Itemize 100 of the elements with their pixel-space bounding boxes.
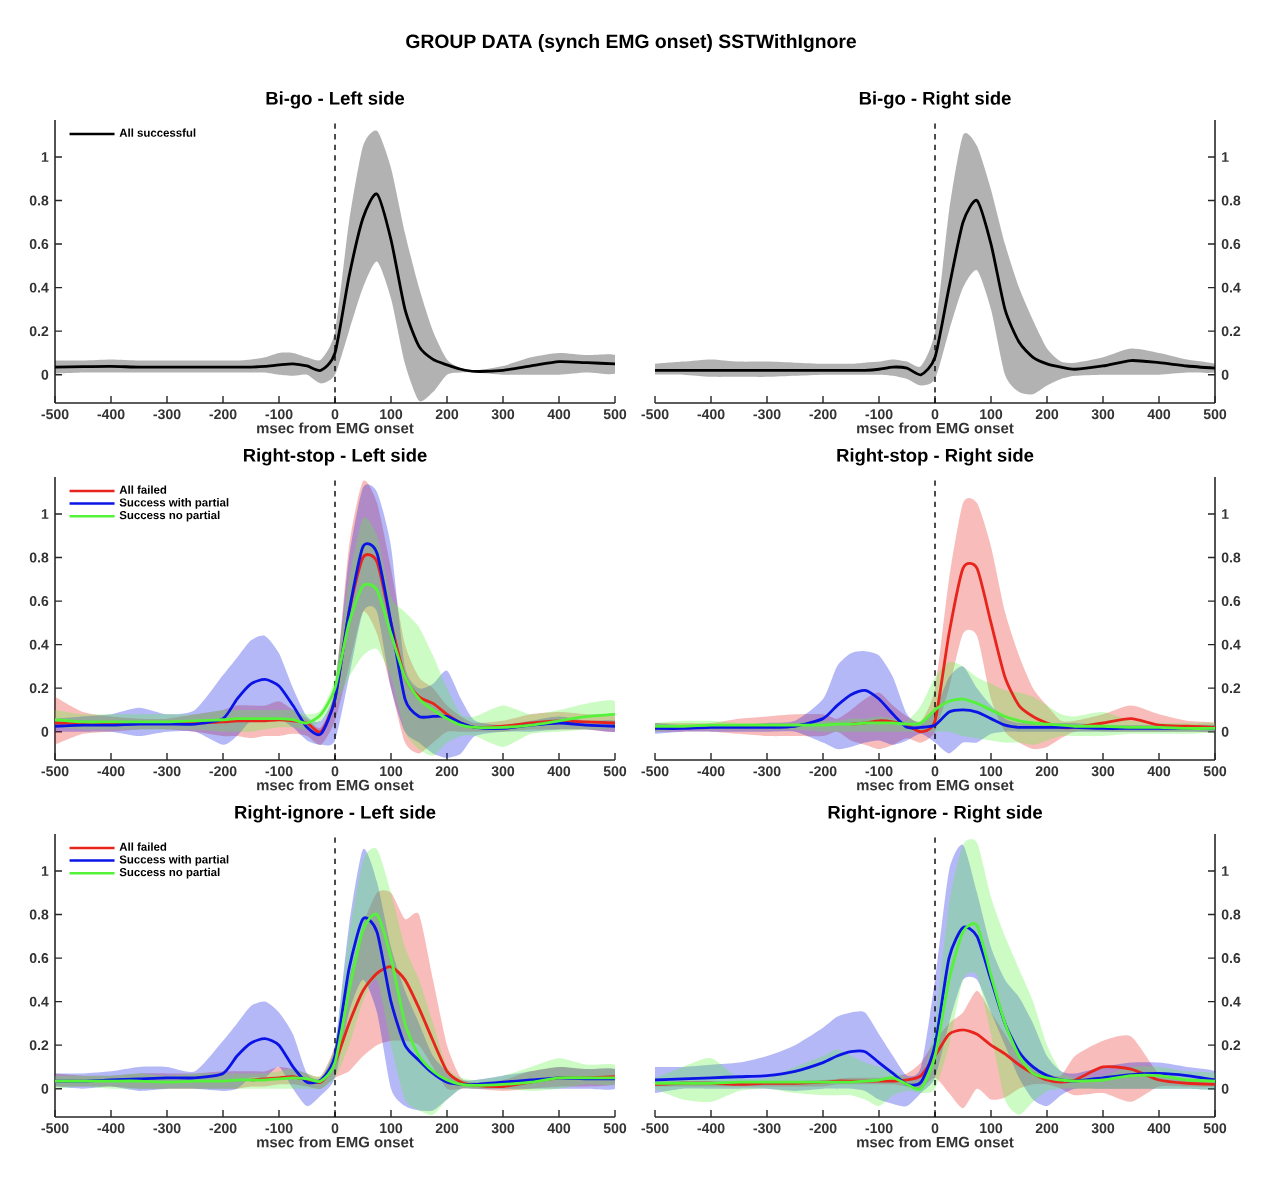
x-tick-label: -100 [265, 766, 293, 777]
y-tick-label: 0.2 [29, 326, 49, 337]
y-tick-label: 0.8 [29, 909, 49, 920]
y-tick-label: 1 [41, 509, 49, 519]
x-tick-label: 500 [603, 409, 627, 420]
x-tick-label: -200 [809, 1123, 837, 1134]
y-tick-label: 0 [41, 726, 49, 737]
y2-tick-label: 0.4 [1221, 282, 1241, 293]
x-tick-label: 0 [331, 409, 339, 420]
legend-label: All failed [119, 842, 167, 851]
x-tick-label: 300 [1091, 766, 1115, 777]
chart-title: Right-stop - Left side [243, 448, 427, 466]
y2-tick-label: 0.2 [1221, 683, 1241, 694]
y2-tick-label: 0.6 [1221, 239, 1241, 250]
x-tick-label: -300 [753, 766, 781, 777]
x-tick-label: -400 [97, 766, 125, 777]
chart-title: Right-ignore - Left side [235, 805, 436, 823]
x-axis-title: msec from EMG onset [257, 1136, 414, 1148]
chart-title: Right-ignore - Right side [828, 805, 1042, 823]
legend-label: Success with partial [119, 855, 229, 866]
x-tick-label: 300 [491, 409, 515, 420]
chart-title: Bi-go - Left side [266, 91, 405, 109]
x-tick-label: 400 [1147, 766, 1171, 777]
x-tick-label: -400 [97, 1123, 125, 1134]
y2-tick-label: 0 [1221, 1083, 1229, 1094]
y-tick-label: 0 [41, 369, 49, 380]
y-tick-label: 0.2 [29, 683, 49, 694]
x-tick-label: 0 [931, 409, 939, 420]
x-tick-label: 400 [1147, 409, 1171, 420]
x-tick-label: 0 [931, 766, 939, 777]
x-tick-label: -500 [41, 766, 69, 777]
y-tick-label: 0.8 [29, 195, 49, 206]
legend-label: Success with partial [119, 498, 229, 509]
chart-title: Right-stop - Right side [837, 448, 1034, 466]
x-tick-label: -400 [697, 409, 725, 420]
x-tick-label: 500 [603, 1123, 627, 1134]
x-tick-label: 100 [380, 1123, 403, 1134]
x-tick-label: -100 [865, 766, 893, 777]
y2-tick-label: 0.4 [1221, 639, 1241, 650]
x-axis-title: msec from EMG onset [857, 779, 1014, 791]
y-tick-label: 0.6 [29, 596, 49, 607]
legend-label: All failed [119, 485, 167, 494]
x-tick-label: 500 [1203, 409, 1227, 420]
y2-tick-label: 1 [1222, 509, 1229, 519]
y2-tick-label: 0 [1221, 369, 1229, 380]
chart-title: Bi-go - Right side [859, 91, 1011, 109]
x-tick-label: -100 [865, 409, 893, 420]
x-tick-label: -500 [41, 1123, 69, 1134]
y2-tick-label: 0.6 [1221, 596, 1241, 607]
y2-tick-label: 0.8 [1221, 909, 1241, 920]
y2-tick-label: 0.6 [1221, 953, 1241, 964]
x-tick-label: 200 [1035, 1123, 1059, 1134]
x-tick-label: -500 [41, 409, 69, 420]
line-series [55, 583, 615, 729]
x-tick-label: 500 [603, 766, 627, 777]
x-tick-label: 100 [980, 409, 1003, 420]
x-tick-label: -300 [753, 409, 781, 420]
y-tick-label: 0.4 [29, 996, 49, 1007]
x-tick-label: -500 [641, 409, 669, 420]
x-axis-title: msec from EMG onset [857, 1136, 1014, 1148]
x-tick-label: -200 [209, 409, 237, 420]
x-axis-title: msec from EMG onset [257, 779, 414, 791]
y-tick-label: 0.6 [29, 239, 49, 250]
x-tick-label: -300 [153, 409, 181, 420]
legend-label: Success no partial [119, 510, 220, 522]
y2-tick-label: 0 [1221, 726, 1229, 737]
x-tick-label: -100 [265, 1123, 293, 1134]
x-tick-label: 0 [931, 1123, 939, 1134]
x-tick-label: -300 [753, 1123, 781, 1134]
x-tick-label: -100 [865, 1123, 893, 1134]
x-tick-label: -400 [97, 409, 125, 420]
x-tick-label: 300 [1091, 409, 1115, 420]
legend-label: All successful [119, 128, 196, 137]
y-tick-label: 0 [41, 1083, 49, 1094]
y-tick-label: 1 [41, 866, 49, 876]
x-tick-label: 200 [1035, 766, 1059, 777]
y-tick-label: 0.8 [29, 552, 49, 563]
x-tick-label: -300 [153, 766, 181, 777]
x-tick-label: 200 [435, 1123, 459, 1134]
x-tick-label: -500 [641, 1123, 669, 1134]
y2-tick-label: 0.4 [1221, 996, 1241, 1007]
x-tick-label: -300 [153, 1123, 181, 1134]
y2-tick-label: 0.2 [1221, 326, 1241, 337]
x-tick-label: 200 [435, 766, 459, 777]
x-tick-label: 100 [980, 1123, 1003, 1134]
x-tick-label: 400 [547, 1123, 571, 1134]
x-tick-label: 100 [380, 766, 403, 777]
y2-tick-label: 1 [1222, 152, 1229, 162]
legend-label: Success no partial [119, 867, 220, 879]
x-tick-label: -200 [209, 766, 237, 777]
x-tick-label: 0 [331, 1123, 339, 1134]
y2-tick-label: 1 [1222, 866, 1229, 876]
y-tick-label: 1 [41, 152, 49, 162]
y-tick-label: 0.2 [29, 1040, 49, 1051]
x-tick-label: 500 [1203, 766, 1227, 777]
x-axis-title: msec from EMG onset [257, 422, 414, 434]
x-axis-title: msec from EMG onset [857, 422, 1014, 434]
x-tick-label: 400 [547, 766, 571, 777]
x-tick-label: 400 [547, 409, 571, 420]
x-tick-label: 100 [380, 409, 403, 420]
